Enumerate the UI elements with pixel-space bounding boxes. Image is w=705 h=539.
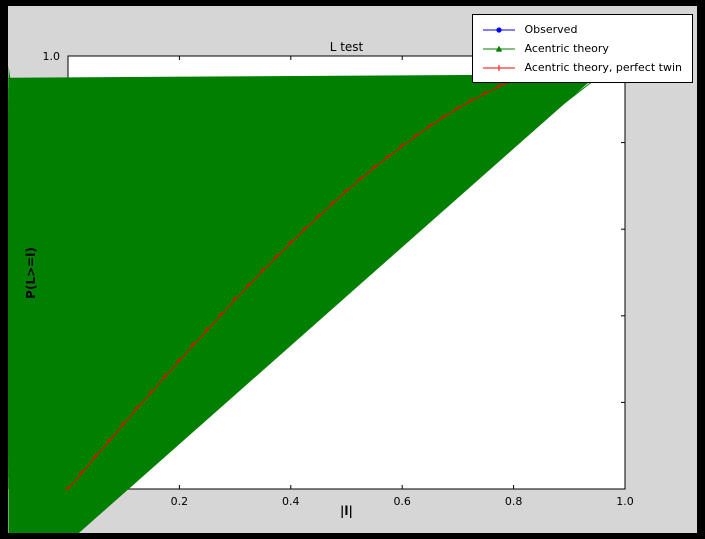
legend-line-sample — [482, 45, 515, 52]
plot-area: 0.00.20.40.60.81.00.00.20.40.60.81.0 — [8, 50, 634, 533]
legend-label: Observed — [524, 23, 578, 36]
y-axis-label-wrap: P(L>=l) — [22, 56, 40, 489]
series-2 — [65, 66, 542, 490]
x-axis-ticks: 0.00.20.40.60.81.0 — [59, 56, 634, 508]
legend-line-sample — [482, 64, 515, 71]
svg-text:0.6: 0.6 — [393, 495, 411, 508]
svg-text:0.4: 0.4 — [282, 495, 300, 508]
legend: Observed Acentric theory Acentric theory, … — [471, 14, 693, 83]
chart-title: L test — [329, 40, 364, 54]
svg-text:0.8: 0.8 — [505, 495, 523, 508]
svg-text:0.2: 0.2 — [171, 495, 189, 508]
x-axis-label: |l| — [340, 504, 353, 518]
legend-label: Acentric theory, perfect twin — [524, 61, 682, 74]
legend-line-sample — [482, 26, 515, 33]
svg-text:1.0: 1.0 — [43, 50, 61, 63]
legend-label: Acentric theory — [524, 42, 609, 55]
svg-text:1.0: 1.0 — [616, 495, 634, 508]
figure-canvas: 0.00.20.40.60.81.00.00.20.40.60.81.0 L t… — [8, 6, 697, 533]
y-axis-label: P(L>=l) — [24, 246, 39, 299]
legend-item: Observed — [481, 20, 682, 39]
series-1 — [8, 66, 598, 533]
legend-item: Acentric theory, perfect twin — [481, 58, 682, 77]
legend-item: Acentric theory — [481, 39, 682, 58]
